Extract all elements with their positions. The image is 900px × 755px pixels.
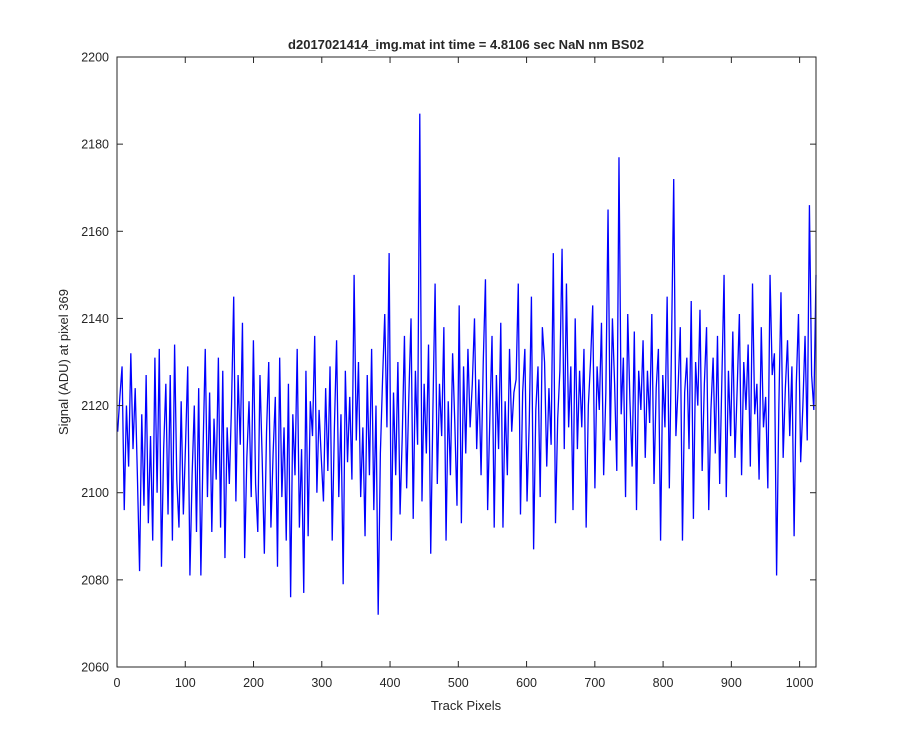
y-tick-label: 2100 [81,486,109,500]
x-tick-label: 900 [721,676,742,690]
x-tick-label: 100 [175,676,196,690]
x-tick-label: 400 [380,676,401,690]
x-tick-label: 1000 [786,676,814,690]
y-tick-label: 2140 [81,312,109,326]
chart-title: d2017021414_img.mat int time = 4.8106 se… [288,37,644,52]
y-tick-label: 2080 [81,573,109,587]
y-tick-label: 2120 [81,399,109,413]
y-axis-label: Signal (ADU) at pixel 369 [56,289,71,435]
x-tick-label: 600 [516,676,537,690]
x-tick-label: 200 [243,676,264,690]
series-layer [117,113,817,615]
y-tick-label: 2200 [81,51,109,65]
y-tick-label: 2060 [81,661,109,675]
x-tick-label: 0 [114,676,121,690]
tick-layer: 0 100 200 300 400 500 600 700 800 900 1000 2060 2080… [81,51,816,690]
y-tick-label: 2180 [81,138,109,152]
y-tick-label: 2160 [81,225,109,239]
x-tick-label: 700 [584,676,605,690]
plot-area [117,57,816,667]
x-tick-label: 500 [448,676,469,690]
series-line-1 [117,113,817,615]
axes-box [116,56,817,668]
x-tick-label: 300 [311,676,332,690]
x-tick-label: 800 [653,676,674,690]
x-axis-label: Track Pixels [431,698,502,713]
